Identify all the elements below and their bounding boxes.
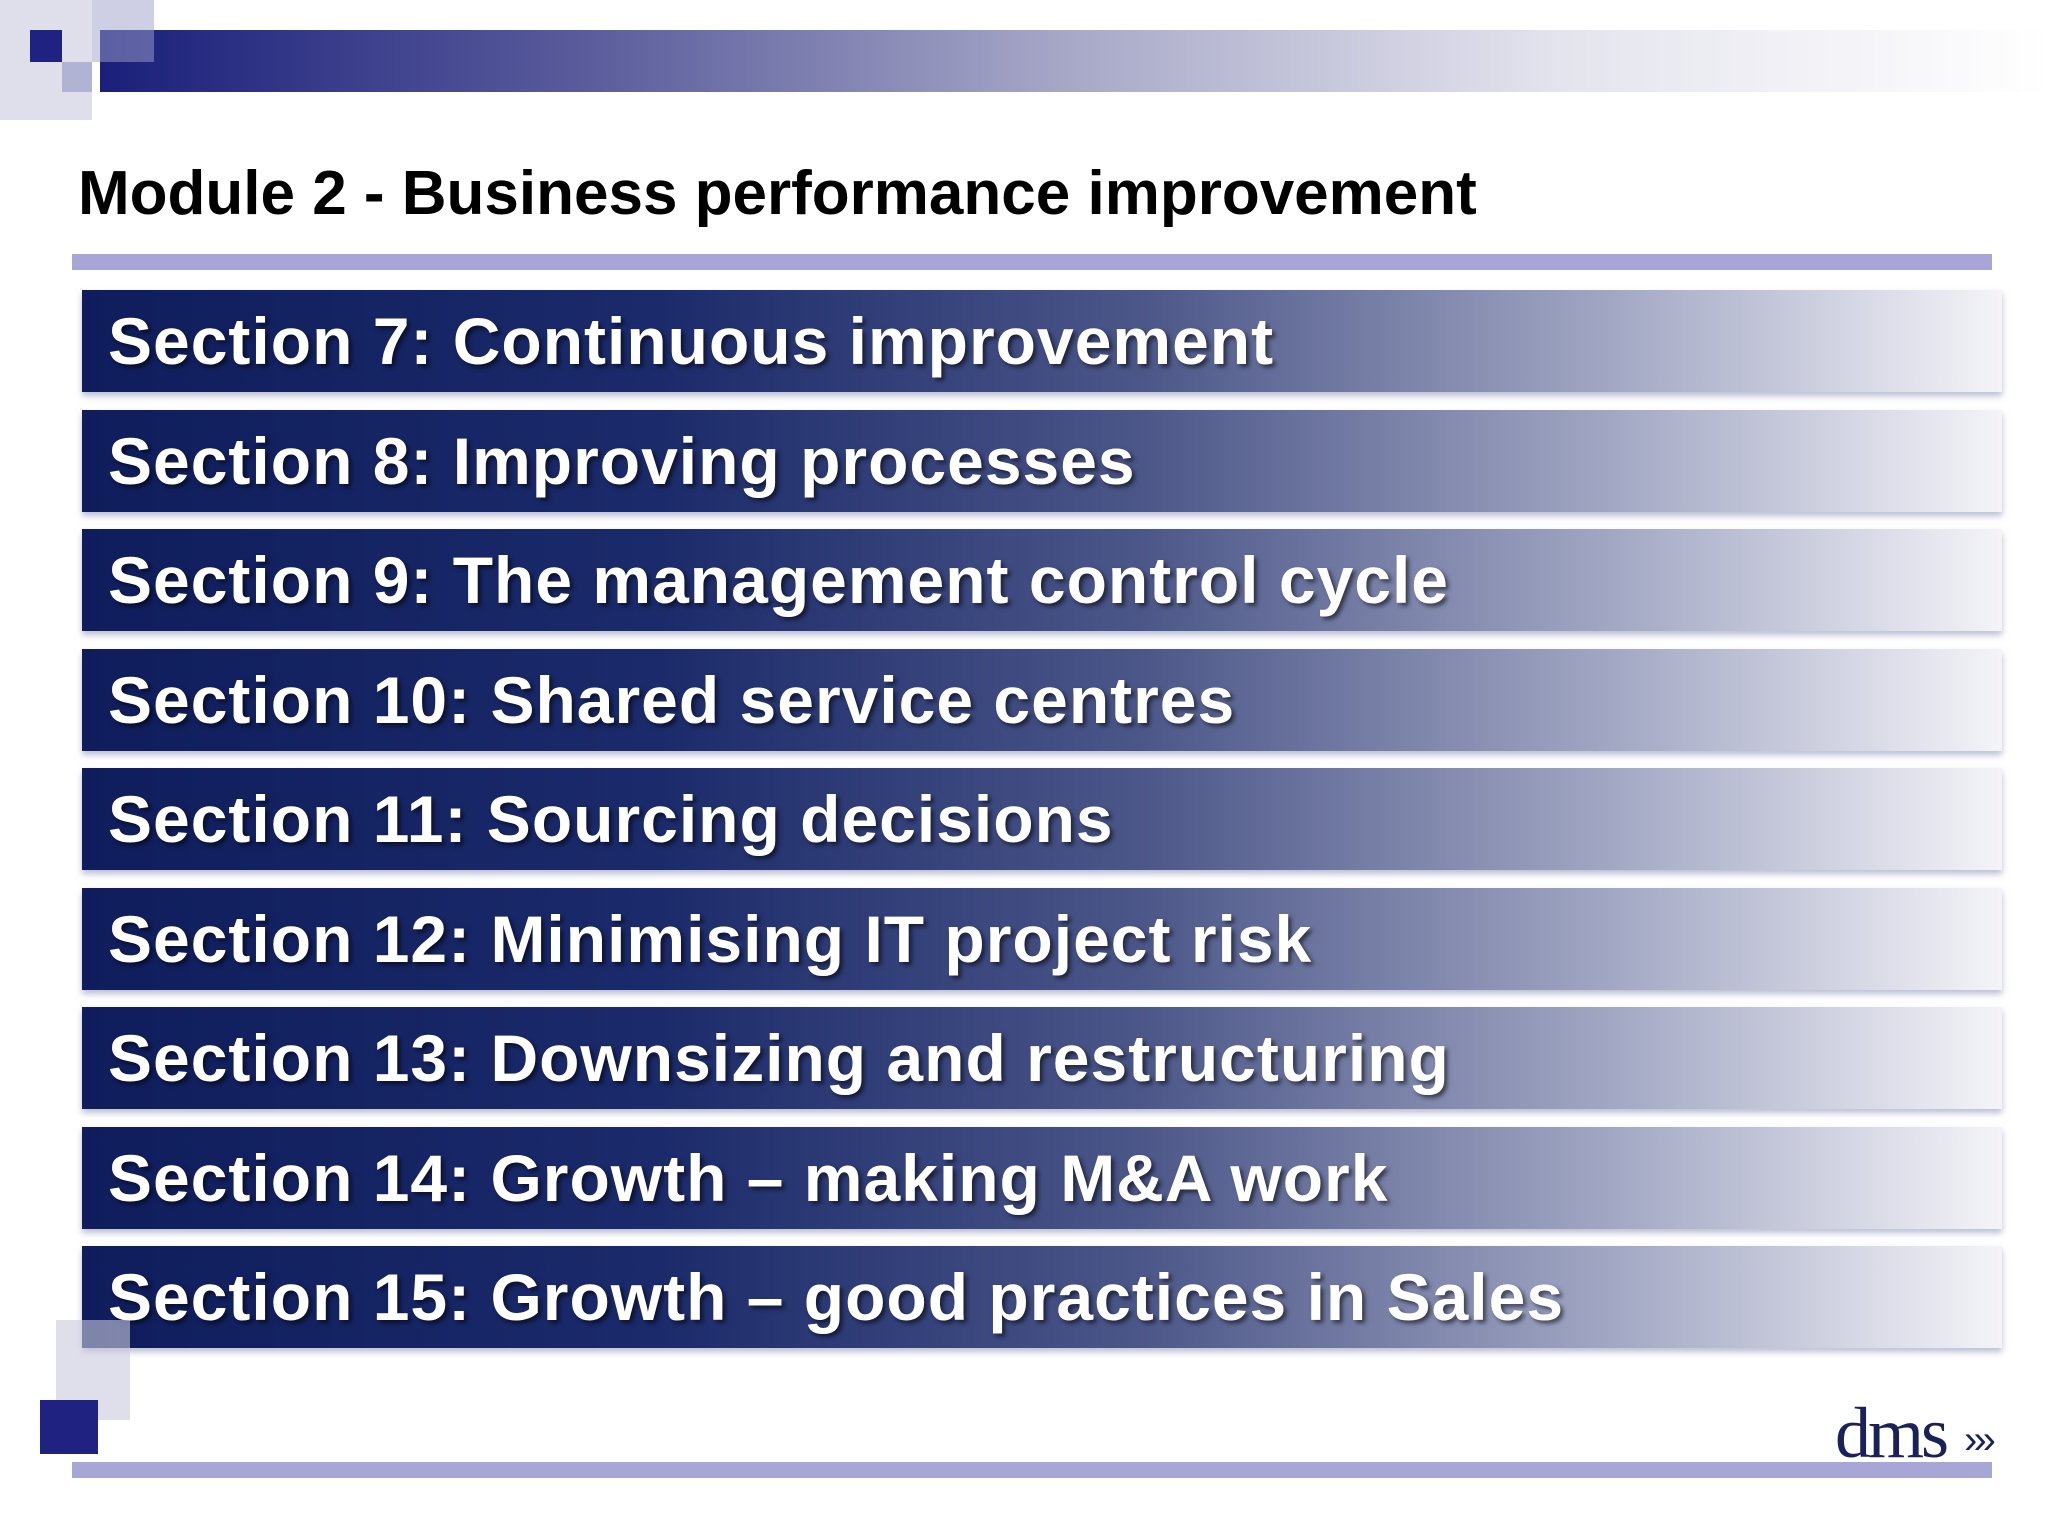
section-bar: Section 9: The management control cycle xyxy=(82,529,2002,631)
section-bar: Section 11: Sourcing decisions xyxy=(82,768,2002,870)
section-label: Section 15: Growth – good practices in S… xyxy=(108,1260,1565,1334)
top-gradient-bar xyxy=(100,30,2048,92)
decor-square xyxy=(92,0,154,62)
section-label: Section 9: The management control cycle xyxy=(108,543,1450,617)
section-bar: Section 14: Growth – making M&A work xyxy=(82,1126,2002,1229)
section-label: Section 10: Shared service centres xyxy=(108,662,1236,737)
section-bar: Section 13: Downsizing and restructuring xyxy=(82,1007,2002,1109)
slide-title: Module 2 - Business performance improvem… xyxy=(78,159,1477,228)
section-label: Section 13: Downsizing and restructuring xyxy=(108,1021,1450,1095)
decor-square xyxy=(62,62,92,92)
section-label: Section 7: Continuous improvement xyxy=(108,304,1275,378)
title-rule xyxy=(72,254,1992,270)
section-label: Section 14: Growth – making M&A work xyxy=(108,1140,1389,1215)
section-label: Section 12: Minimising IT project risk xyxy=(108,901,1313,976)
footer-rule xyxy=(72,1462,1992,1478)
section-label: Section 11: Sourcing decisions xyxy=(108,782,1114,856)
section-bar: Section 12: Minimising IT project risk xyxy=(82,887,2002,990)
section-bar: Section 15: Growth – good practices in S… xyxy=(82,1246,2002,1348)
decor-square xyxy=(30,30,62,62)
logo: dms ››› xyxy=(1835,1392,1996,1475)
section-bar: Section 10: Shared service centres xyxy=(82,648,2002,751)
section-bar: Section 7: Continuous improvement xyxy=(82,290,2002,392)
logo-text: dms xyxy=(1835,1393,1949,1473)
logo-chevrons: ››› xyxy=(1964,1417,1996,1462)
section-label: Section 8: Improving processes xyxy=(108,423,1136,498)
section-bar: Section 8: Improving processes xyxy=(82,409,2002,512)
decor-square xyxy=(40,1400,98,1454)
